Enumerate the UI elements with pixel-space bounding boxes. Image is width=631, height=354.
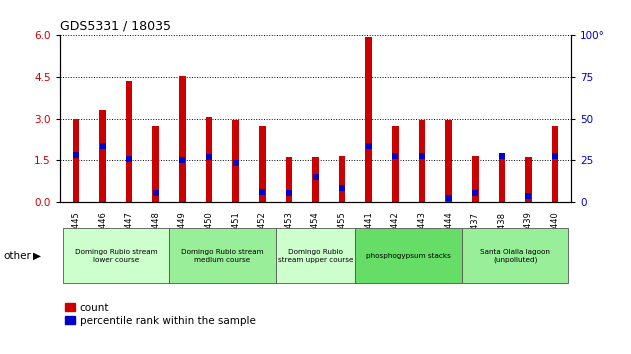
Bar: [259, 126, 266, 202]
Point: [524, 193, 534, 199]
Point: [204, 155, 214, 160]
Point: [391, 153, 401, 159]
Bar: [73, 119, 80, 202]
Point: [177, 157, 187, 163]
Bar: [365, 37, 372, 202]
Text: Domingo Rubio stream
lower course: Domingo Rubio stream lower course: [74, 249, 157, 263]
FancyBboxPatch shape: [62, 228, 169, 283]
Point: [124, 156, 134, 162]
Text: Santa Olalla lagoon
(unpolluted): Santa Olalla lagoon (unpolluted): [480, 249, 550, 263]
Point: [444, 195, 454, 200]
Bar: [472, 156, 478, 202]
Point: [417, 153, 427, 159]
Text: Domingo Rubio
stream upper course: Domingo Rubio stream upper course: [278, 249, 353, 263]
Bar: [232, 120, 239, 202]
FancyBboxPatch shape: [169, 228, 276, 283]
Point: [257, 189, 268, 195]
Point: [497, 153, 507, 159]
Bar: [153, 126, 159, 202]
Bar: [312, 158, 319, 202]
Bar: [126, 81, 133, 202]
Text: other: other: [3, 251, 31, 261]
Point: [470, 190, 480, 196]
Bar: [99, 110, 106, 202]
Bar: [498, 156, 505, 202]
Point: [230, 160, 240, 166]
Text: GDS5331 / 18035: GDS5331 / 18035: [60, 19, 171, 33]
FancyBboxPatch shape: [355, 228, 462, 283]
Bar: [551, 126, 558, 202]
FancyBboxPatch shape: [462, 228, 569, 283]
Bar: [286, 158, 292, 202]
FancyBboxPatch shape: [276, 228, 355, 283]
Point: [97, 143, 107, 149]
Bar: [392, 126, 399, 202]
Point: [71, 152, 81, 158]
Point: [151, 190, 161, 196]
Bar: [179, 76, 186, 202]
Text: phosphogypsum stacks: phosphogypsum stacks: [366, 253, 451, 259]
Text: Domingo Rubio stream
medium course: Domingo Rubio stream medium course: [181, 249, 264, 263]
Point: [310, 174, 321, 180]
Bar: [339, 156, 345, 202]
Bar: [525, 158, 532, 202]
Point: [550, 153, 560, 159]
Point: [363, 143, 374, 149]
Bar: [418, 120, 425, 202]
Text: ▶: ▶: [33, 251, 41, 261]
Legend: count, percentile rank within the sample: count, percentile rank within the sample: [65, 303, 256, 326]
Bar: [445, 120, 452, 202]
Point: [337, 185, 347, 191]
Bar: [206, 117, 213, 202]
Point: [284, 190, 294, 196]
